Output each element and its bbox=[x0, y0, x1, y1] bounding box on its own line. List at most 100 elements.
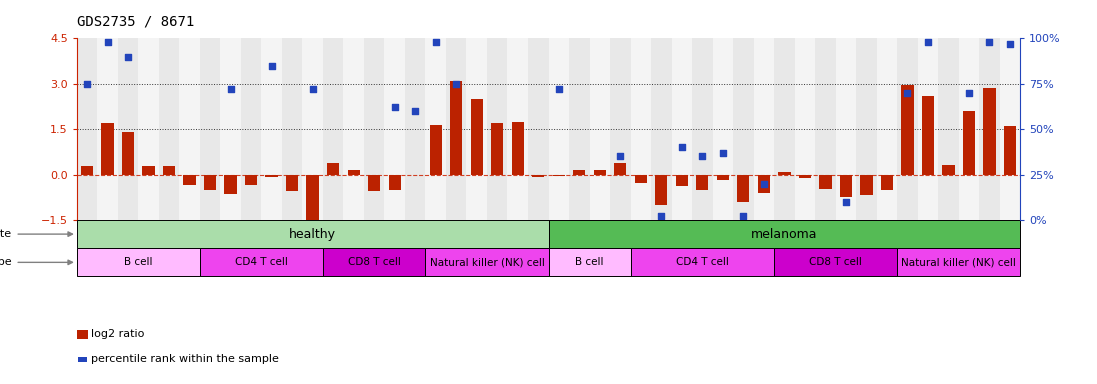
Bar bbox=[179, 38, 200, 220]
Bar bbox=[733, 38, 754, 220]
Point bbox=[755, 180, 772, 187]
Bar bbox=[77, 220, 548, 248]
Point bbox=[611, 153, 629, 159]
Bar bbox=[963, 111, 975, 175]
Bar bbox=[983, 88, 996, 175]
Point bbox=[263, 63, 281, 69]
Bar bbox=[364, 38, 384, 220]
Bar bbox=[348, 170, 360, 175]
Text: CD4 T cell: CD4 T cell bbox=[676, 257, 728, 267]
Point bbox=[406, 108, 423, 114]
Bar bbox=[81, 166, 93, 175]
Bar bbox=[384, 38, 405, 220]
Point bbox=[304, 86, 321, 92]
Bar bbox=[200, 248, 323, 276]
Text: CD8 T cell: CD8 T cell bbox=[348, 257, 400, 267]
Point bbox=[981, 39, 998, 45]
Bar bbox=[902, 85, 914, 175]
Bar bbox=[466, 38, 487, 220]
Bar bbox=[799, 175, 811, 178]
Bar bbox=[548, 38, 569, 220]
Point bbox=[898, 90, 916, 96]
Bar bbox=[897, 248, 1020, 276]
Bar bbox=[388, 175, 400, 190]
Bar bbox=[713, 38, 733, 220]
Bar bbox=[938, 38, 959, 220]
Bar bbox=[774, 248, 897, 276]
Bar bbox=[860, 175, 872, 195]
Bar bbox=[671, 38, 692, 220]
Bar bbox=[716, 175, 730, 180]
Point bbox=[448, 81, 465, 87]
Bar bbox=[204, 175, 216, 190]
Bar bbox=[942, 165, 954, 175]
Bar bbox=[220, 38, 241, 220]
Point bbox=[735, 213, 753, 219]
Text: Natural killer (NK) cell: Natural killer (NK) cell bbox=[902, 257, 1016, 267]
Bar bbox=[881, 175, 893, 190]
Text: B cell: B cell bbox=[124, 257, 152, 267]
Bar bbox=[548, 220, 1020, 248]
Bar bbox=[323, 38, 343, 220]
Text: GDS2735 / 8671: GDS2735 / 8671 bbox=[77, 15, 194, 29]
Text: cell type: cell type bbox=[0, 257, 11, 267]
Text: Natural killer (NK) cell: Natural killer (NK) cell bbox=[430, 257, 544, 267]
Bar bbox=[430, 125, 442, 175]
Bar bbox=[610, 38, 631, 220]
Bar bbox=[532, 175, 544, 177]
Point bbox=[960, 90, 977, 96]
Bar bbox=[323, 248, 426, 276]
Bar bbox=[265, 175, 278, 177]
Bar bbox=[877, 38, 897, 220]
Bar bbox=[589, 38, 610, 220]
Bar bbox=[138, 38, 159, 220]
Bar bbox=[528, 38, 548, 220]
Point bbox=[919, 39, 937, 45]
Point bbox=[550, 86, 567, 92]
Bar bbox=[593, 170, 606, 175]
Bar bbox=[697, 175, 709, 190]
Bar bbox=[856, 38, 877, 220]
Bar bbox=[980, 38, 999, 220]
Bar bbox=[327, 163, 339, 175]
Point bbox=[222, 86, 239, 92]
Point bbox=[99, 39, 116, 45]
Point bbox=[386, 104, 404, 111]
Bar bbox=[183, 175, 195, 185]
Bar bbox=[367, 175, 381, 191]
Bar bbox=[635, 175, 647, 183]
Text: B cell: B cell bbox=[575, 257, 603, 267]
Text: CD4 T cell: CD4 T cell bbox=[235, 257, 287, 267]
Bar bbox=[117, 38, 138, 220]
Bar bbox=[122, 132, 134, 175]
Text: log2 ratio: log2 ratio bbox=[91, 329, 145, 339]
Bar bbox=[569, 38, 589, 220]
Bar bbox=[548, 248, 631, 276]
Bar bbox=[921, 96, 934, 175]
Bar bbox=[631, 38, 651, 220]
Bar bbox=[553, 175, 565, 176]
Bar bbox=[815, 38, 836, 220]
Bar bbox=[241, 38, 261, 220]
Bar bbox=[286, 175, 298, 191]
Bar bbox=[758, 175, 770, 193]
Bar bbox=[101, 123, 114, 175]
Point bbox=[674, 144, 691, 151]
Bar bbox=[754, 38, 774, 220]
Bar bbox=[343, 38, 364, 220]
Bar bbox=[778, 172, 791, 175]
Bar bbox=[426, 38, 446, 220]
Bar bbox=[306, 175, 319, 222]
Bar bbox=[651, 38, 671, 220]
Bar bbox=[245, 175, 258, 185]
Bar bbox=[794, 38, 815, 220]
Bar bbox=[77, 248, 200, 276]
Point bbox=[693, 153, 711, 159]
Text: CD8 T cell: CD8 T cell bbox=[810, 257, 862, 267]
Bar bbox=[143, 166, 155, 175]
Bar bbox=[163, 166, 176, 175]
Bar bbox=[614, 163, 626, 175]
Bar bbox=[897, 38, 918, 220]
Bar bbox=[303, 38, 323, 220]
Bar bbox=[159, 38, 179, 220]
